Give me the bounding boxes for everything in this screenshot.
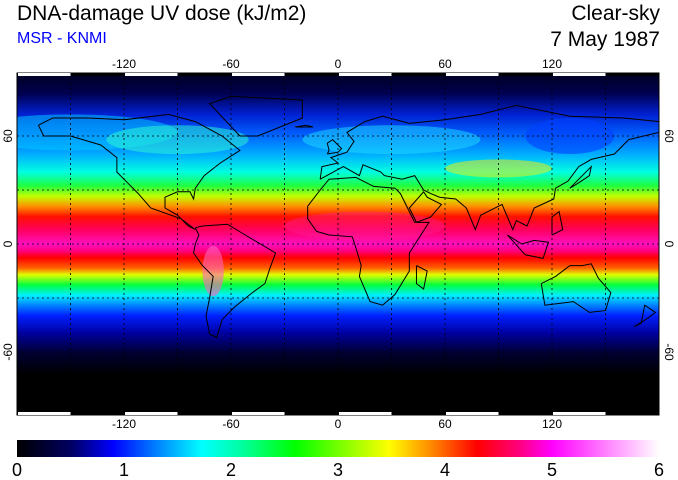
- coastline: [37, 113, 241, 231]
- uv-feature: [525, 118, 615, 154]
- frame-segment: [285, 73, 338, 76]
- colorbar-tick-label: 1: [119, 460, 129, 480]
- colorbar-tick-label: 5: [547, 460, 557, 480]
- frame-segment: [285, 412, 338, 415]
- coastline: [507, 234, 550, 259]
- colorbar-tick-label: 2: [226, 460, 236, 480]
- frame-segment: [446, 412, 499, 415]
- frame-segment: [553, 412, 606, 415]
- colorbar-tick-label: 6: [654, 460, 664, 480]
- frame-segment: [18, 412, 71, 415]
- lon-tick-label-top: 60: [438, 57, 452, 71]
- frame-segment: [606, 412, 659, 415]
- condition-label: Clear-sky: [571, 2, 660, 25]
- date-label: 7 May 1987: [550, 28, 660, 51]
- frame-segment: [232, 412, 285, 415]
- lat-tick-label-right: -60: [662, 343, 676, 361]
- coastline: [319, 104, 659, 231]
- coastline: [569, 165, 593, 189]
- colorbar-tick-label: 3: [333, 460, 343, 480]
- coastline: [193, 223, 277, 339]
- lon-tick-label-top: 120: [542, 57, 562, 71]
- lat-tick-label-left: 0: [1, 240, 15, 247]
- colorbar-tick-label: 4: [440, 460, 450, 480]
- lon-tick-label-top: 0: [335, 57, 342, 71]
- lat-tick-label-right: 60: [662, 129, 676, 143]
- coastline: [408, 190, 443, 223]
- frame-segment: [178, 73, 231, 76]
- colorbar: [17, 440, 659, 457]
- coastline: [633, 304, 657, 328]
- frame-segment: [339, 73, 392, 76]
- frame-segment: [71, 412, 124, 415]
- frame-segment: [499, 73, 552, 76]
- coastline: [540, 263, 612, 313]
- coastline: [295, 124, 314, 128]
- lon-tick-label-top: -60: [222, 57, 240, 71]
- lon-tick-label-bottom: 0: [335, 417, 342, 431]
- frame-segment: [606, 73, 659, 76]
- lon-tick-label-bottom: -120: [112, 417, 136, 431]
- lon-tick-label-bottom: -60: [222, 417, 240, 431]
- uv-feature: [284, 211, 445, 241]
- frame-segment: [553, 73, 606, 76]
- coastline: [307, 176, 430, 306]
- lon-tick-label-bottom: 60: [438, 417, 452, 431]
- frame-segment: [339, 412, 392, 415]
- lon-tick-label-top: -120: [112, 57, 136, 71]
- frame-segment: [232, 73, 285, 76]
- frame-segment: [125, 412, 178, 415]
- coastline: [415, 265, 428, 290]
- lat-tick-label-left: 60: [1, 129, 15, 143]
- frame-segment: [125, 73, 178, 76]
- uv-feature: [202, 245, 224, 297]
- chart-title: DNA-damage UV dose (kJ/m2): [17, 2, 307, 25]
- frame-segment: [178, 412, 231, 415]
- lon-tick-label-bottom: 120: [542, 417, 562, 431]
- frame-segment: [18, 73, 71, 76]
- frame-segment: [71, 73, 124, 76]
- frame-segment: [392, 73, 445, 76]
- frame-segment: [499, 412, 552, 415]
- lat-tick-label-right: 0: [662, 241, 676, 248]
- frame-segment: [392, 412, 445, 415]
- source-label: MSR - KNMI: [17, 30, 107, 47]
- frame-segment: [446, 73, 499, 76]
- coastline: [326, 138, 343, 155]
- lat-tick-label-left: -60: [1, 343, 15, 361]
- colorbar-tick-label: 0: [12, 460, 22, 480]
